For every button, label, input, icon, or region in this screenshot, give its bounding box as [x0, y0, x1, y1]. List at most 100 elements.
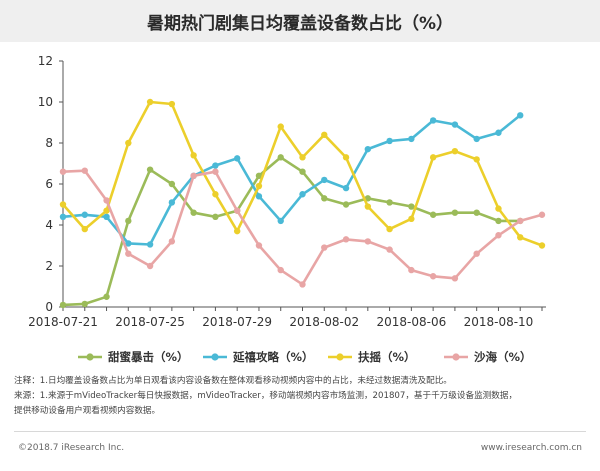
data-point — [342, 236, 350, 243]
y-tick-label: 12 — [38, 54, 53, 68]
data-point — [538, 211, 546, 218]
y-tick-label: 10 — [38, 95, 53, 109]
data-point — [255, 182, 263, 190]
x-tick-label: 2018-07-25 — [115, 315, 185, 329]
data-point — [451, 275, 459, 282]
website-text: www.iresearch.com.cn — [480, 443, 582, 453]
data-point — [255, 242, 263, 249]
data-point — [168, 100, 176, 108]
data-point — [103, 207, 110, 214]
chart-title: 暑期热门剧集日均覆盖设备数占比（%） — [0, 0, 600, 42]
data-point — [146, 166, 154, 173]
data-point — [81, 167, 88, 174]
data-point — [190, 152, 197, 159]
data-point — [146, 241, 154, 248]
data-point — [495, 129, 502, 136]
data-point — [364, 238, 372, 245]
data-point — [212, 191, 219, 198]
footer: ©2018.7 iResearch Inc. www.iresearch.com… — [0, 437, 600, 457]
data-point — [255, 193, 263, 200]
data-point — [190, 209, 197, 216]
data-point — [233, 207, 241, 214]
data-point — [408, 215, 415, 223]
data-point — [408, 266, 415, 274]
note-line-1: 注释：1.日均覆盖设备数占比为单日观看该内容设备数在整体观看移动视频内容中的占比… — [14, 376, 452, 386]
data-point — [429, 211, 437, 218]
footer-divider — [14, 431, 586, 432]
data-point — [451, 121, 459, 128]
data-point — [386, 137, 393, 145]
data-point — [59, 213, 67, 220]
data-point — [386, 246, 393, 253]
series-line — [62, 114, 522, 246]
data-point — [299, 168, 306, 175]
data-point — [495, 232, 502, 239]
data-point — [168, 180, 176, 188]
data-point — [517, 234, 524, 241]
legend-label: 延禧攻略（%） — [232, 350, 314, 364]
data-point — [59, 168, 67, 175]
data-point — [473, 156, 480, 163]
data-point — [233, 155, 241, 162]
x-tick-label: 2018-07-21 — [28, 315, 98, 329]
data-point — [386, 225, 393, 233]
data-point — [342, 184, 350, 192]
x-tick-label: 2018-08-06 — [376, 315, 446, 329]
y-tick-label: 8 — [45, 136, 53, 150]
series-4 — [59, 167, 546, 288]
series-3 — [59, 98, 546, 249]
y-tick-label: 4 — [45, 218, 53, 232]
data-point — [125, 240, 132, 247]
chart-axes: 0 2 4 6 8 10 12 2018-07-21 2018-07-25 2018-07-29 2… — [28, 54, 546, 329]
legend-item-4: 沙海（%） — [444, 350, 532, 364]
data-point — [125, 250, 132, 257]
data-point — [495, 205, 502, 212]
legend-label: 甜蜜暴击（%） — [108, 350, 189, 364]
data-point — [168, 199, 176, 206]
data-point — [212, 162, 219, 169]
data-point — [429, 154, 437, 161]
legend-swatch-marker — [336, 353, 344, 361]
data-point — [451, 148, 459, 155]
data-point — [125, 139, 132, 147]
copyright-text: ©2018.7 iResearch Inc. — [18, 443, 125, 453]
data-point — [364, 145, 372, 153]
chart-series — [59, 98, 546, 309]
data-point — [277, 154, 284, 161]
data-point — [321, 176, 328, 184]
data-point — [408, 203, 415, 210]
data-point — [277, 123, 284, 130]
legend-swatch-marker — [86, 353, 94, 361]
data-point — [342, 201, 350, 208]
data-point — [103, 213, 110, 220]
data-point — [212, 213, 219, 220]
data-point — [495, 217, 502, 225]
data-point — [255, 172, 263, 179]
data-point — [473, 209, 480, 216]
data-point — [364, 203, 372, 210]
x-tick-label: 2018-08-10 — [464, 315, 534, 329]
data-point — [277, 266, 284, 274]
legend-swatch-marker — [211, 353, 219, 361]
data-point — [429, 117, 437, 124]
data-point — [59, 301, 67, 309]
y-tick-label: 6 — [45, 177, 53, 191]
x-tick-label: 2018-07-29 — [202, 315, 272, 329]
series-1 — [59, 154, 524, 309]
note-line-2: 来源：1.来源于mVideoTracker每日快报数据，mVideoTracke… — [14, 391, 518, 401]
data-point — [517, 112, 524, 119]
data-point — [299, 191, 306, 198]
data-point — [408, 135, 415, 143]
line-chart: 0 2 4 6 8 10 12 2018-07-21 2018-07-25 2018-07-29 2… — [28, 54, 546, 364]
data-point — [81, 300, 88, 308]
data-point — [342, 154, 350, 161]
data-point — [81, 211, 88, 218]
series-line — [62, 156, 521, 307]
data-point — [451, 209, 459, 216]
data-point — [59, 201, 67, 208]
data-point — [212, 168, 219, 175]
data-point — [299, 281, 306, 288]
data-point — [321, 195, 328, 202]
data-point — [168, 238, 176, 245]
